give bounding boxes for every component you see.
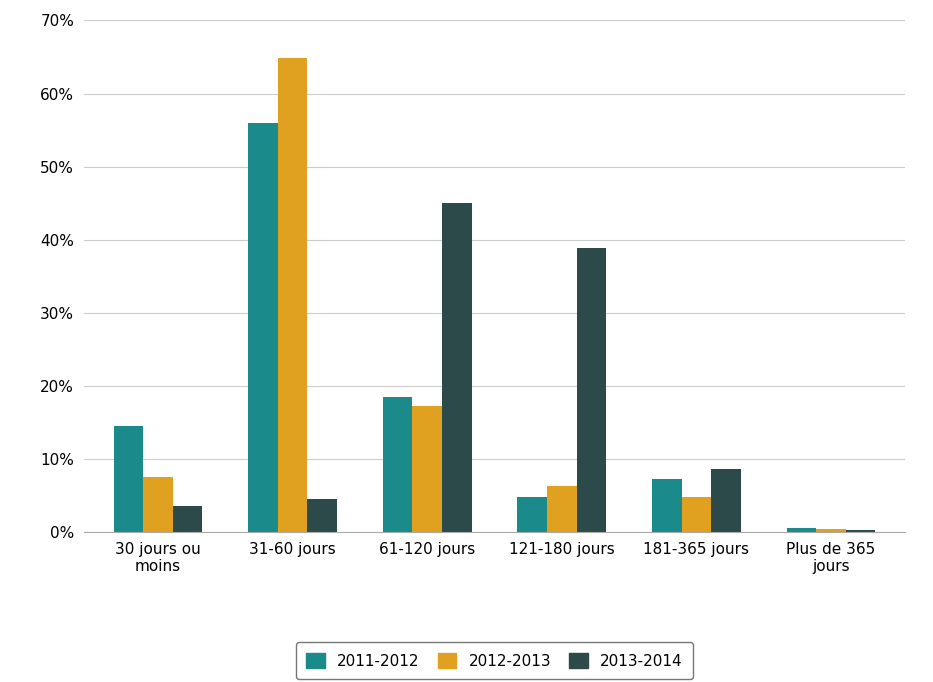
Legend: 2011-2012, 2012-2013, 2013-2014: 2011-2012, 2012-2013, 2013-2014 (296, 642, 693, 679)
Bar (711, 469, 741, 532)
Bar (248, 123, 278, 532)
Bar (442, 203, 471, 532)
Bar (846, 531, 875, 532)
Bar (577, 248, 606, 532)
Bar (652, 479, 682, 532)
Bar (114, 426, 143, 532)
Bar (307, 499, 337, 532)
Bar (682, 497, 711, 532)
Bar (547, 486, 577, 532)
Bar (278, 59, 307, 532)
Bar (787, 529, 816, 532)
Bar (816, 529, 846, 532)
Bar (143, 477, 173, 532)
Bar (383, 397, 412, 532)
Bar (173, 506, 202, 532)
Bar (412, 406, 442, 532)
Bar (518, 497, 547, 532)
